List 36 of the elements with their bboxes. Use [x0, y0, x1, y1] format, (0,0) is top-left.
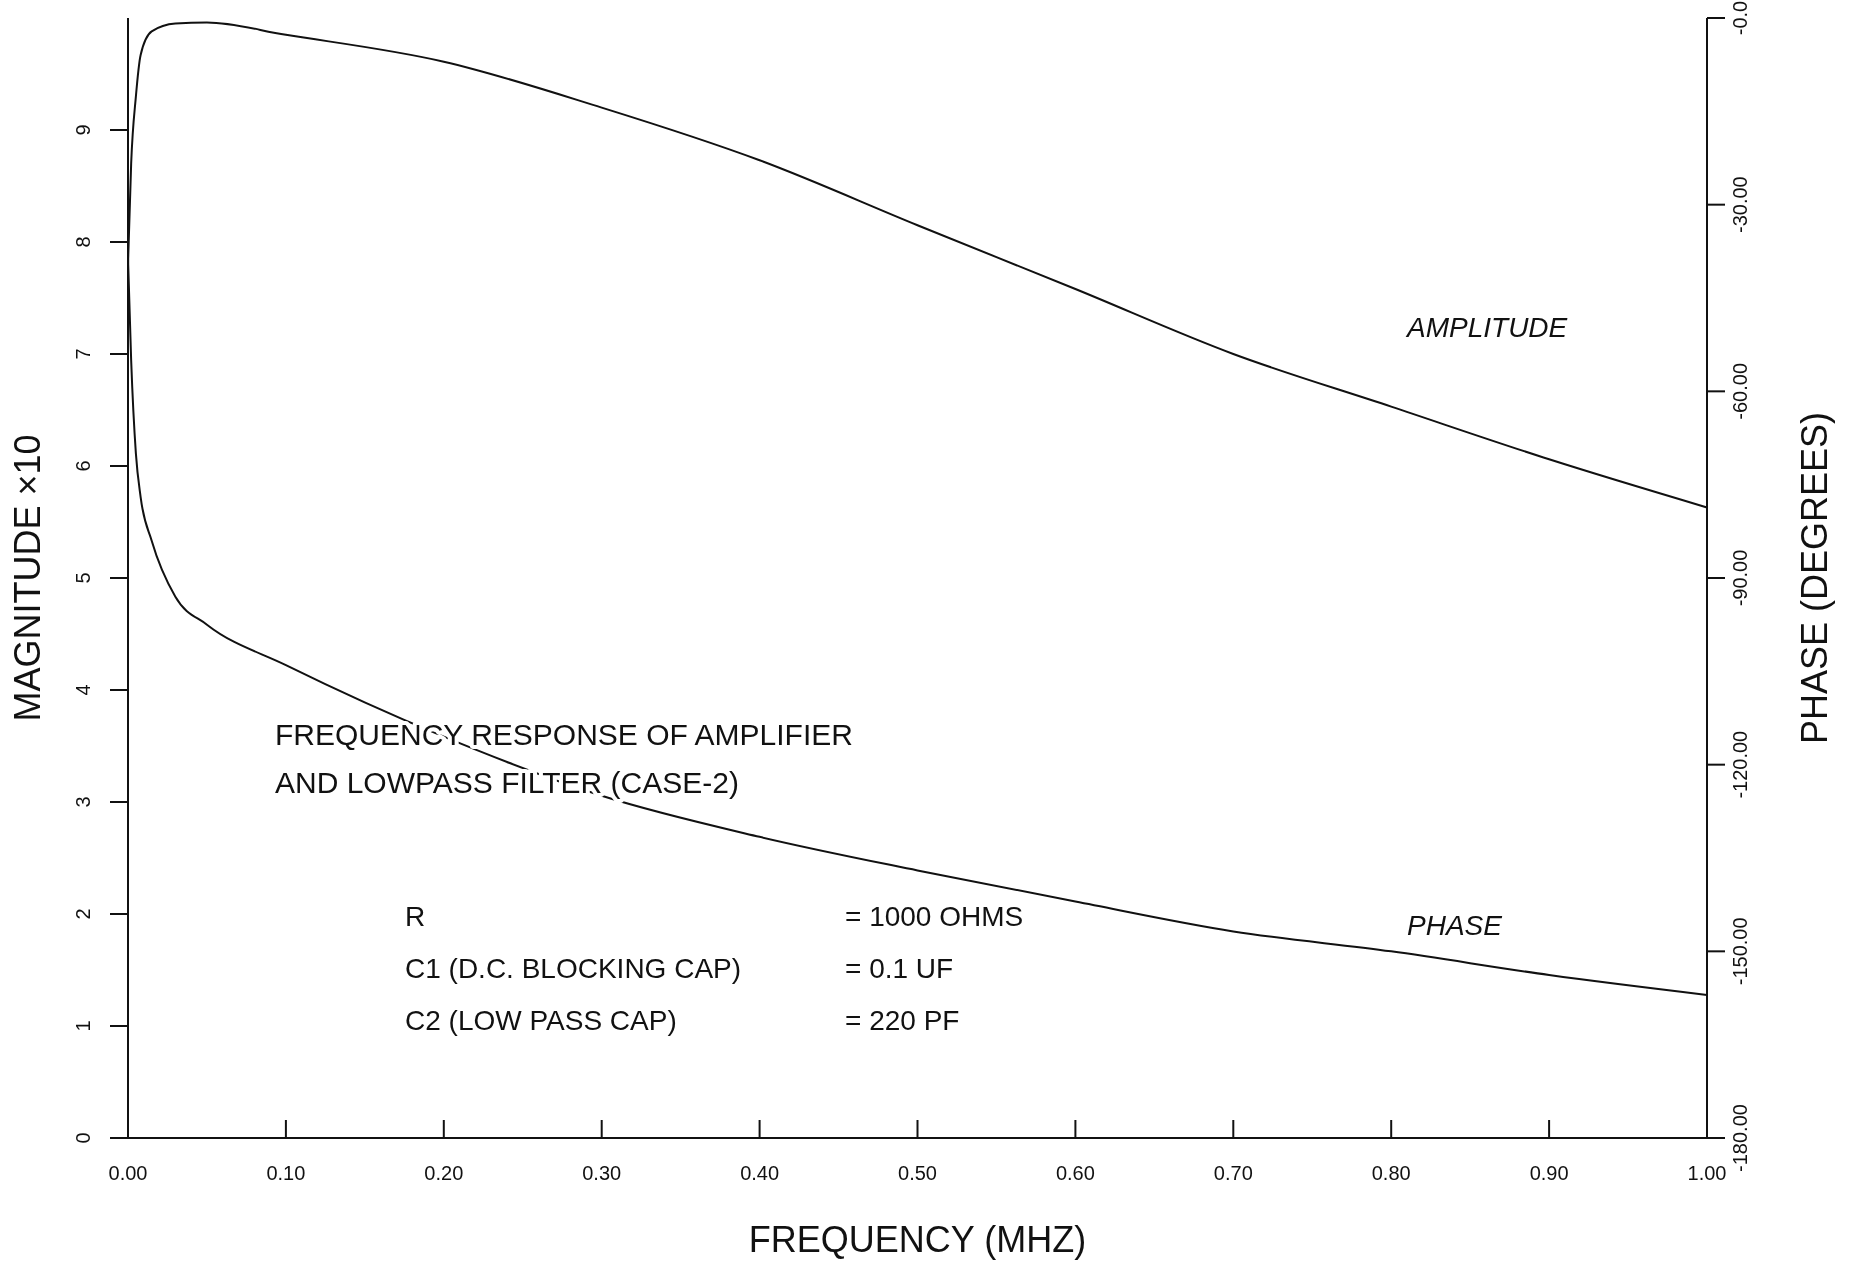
- y-tick-label: 5: [72, 572, 94, 584]
- y-tick-label: 9: [72, 124, 94, 136]
- y-tick-label: 1: [72, 1020, 94, 1032]
- text: AMPLITUDE: [1405, 312, 1568, 344]
- x-tick-label: 1.00: [1687, 1162, 1727, 1184]
- y2-axis-title: PHASE (DEGREES): [1794, 411, 1835, 745]
- y2-tick-label: -0.0: [1729, 0, 1751, 36]
- text: C1 (D.C. BLOCKING CAP) = 0.1 UF: [405, 953, 954, 984]
- x-tick-label: 0.50: [898, 1162, 937, 1184]
- y2-tick-label: -90.00: [1729, 549, 1751, 607]
- x-tick-label: 0.40: [740, 1162, 780, 1184]
- x-tick-label: 0.80: [1371, 1162, 1411, 1184]
- x-tick-label: 0.60: [1055, 1162, 1095, 1184]
- y-tick-label: 8: [72, 236, 94, 248]
- y-tick-label: 2: [72, 908, 94, 920]
- y-tick-label: 4: [72, 684, 94, 696]
- y2-tick-label: -30.00: [1729, 176, 1751, 234]
- x-tick-label: 0.20: [424, 1162, 464, 1184]
- y-tick-label: 0: [72, 1132, 94, 1144]
- text: C2 (LOW PASS CAP) = 220 PF: [405, 1005, 960, 1036]
- y-axis-title: MAGNITUDE ×10: [7, 434, 48, 722]
- y2-tick-label: -150.00: [1729, 917, 1751, 986]
- y-tick-label: 6: [72, 460, 94, 472]
- x-tick-label: 0.90: [1529, 1162, 1569, 1184]
- x-tick-label: 0.70: [1213, 1162, 1253, 1184]
- x-axis-title: FREQUENCY (MHZ): [748, 1219, 1087, 1260]
- y2-tick-label: -120.00: [1729, 730, 1751, 799]
- y-tick-label: 7: [72, 348, 94, 360]
- y-tick-label: 3: [72, 796, 94, 808]
- x-tick-label: 0.30: [582, 1162, 622, 1184]
- y2-tick-label: -60.00: [1729, 362, 1751, 420]
- y2-tick-label: -180.00: [1729, 1104, 1751, 1172]
- text: R = 1000 OHMS: [405, 901, 1024, 932]
- x-tick-label: 0.00: [108, 1162, 148, 1184]
- x-tick-label: 0.10: [266, 1162, 306, 1184]
- series-label: PHASE: [1407, 909, 1503, 941]
